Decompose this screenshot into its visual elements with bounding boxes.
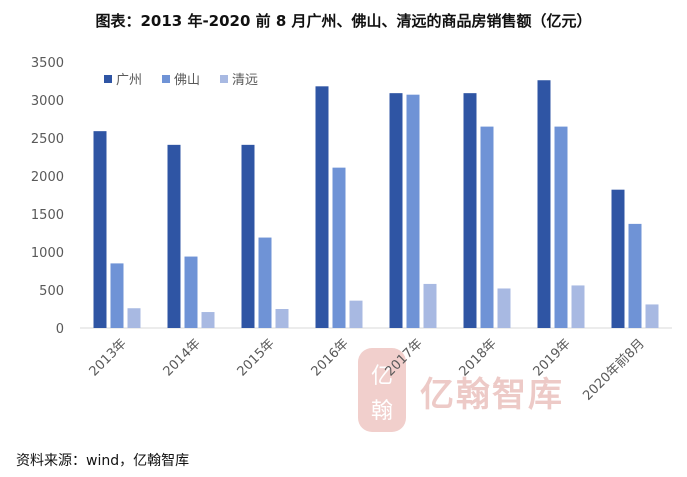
- watermark-text: 亿翰智库: [420, 375, 564, 415]
- y-tick-label: 0: [56, 322, 64, 337]
- y-axis: 0 500 1000 1500 2000 2500 3000 3500: [31, 56, 64, 337]
- y-tick-label: 2500: [31, 132, 64, 147]
- bar: [349, 300, 363, 328]
- legend-swatch: [104, 75, 112, 83]
- y-tick-label: 2000: [31, 170, 64, 185]
- watermark-seal: 亿 翰: [358, 348, 406, 432]
- legend-swatch: [162, 75, 170, 83]
- chart-title: 图表：2013 年-2020 前 8 月广州、佛山、清远的商品房销售额（亿元）: [95, 12, 592, 30]
- bar: [127, 308, 141, 328]
- bar: [406, 94, 420, 329]
- legend-swatch: [220, 75, 228, 83]
- bar: [167, 144, 181, 328]
- bar: [332, 167, 346, 328]
- legend: 广州 佛山 清远: [104, 73, 258, 88]
- bar: [258, 237, 272, 328]
- y-tick-label: 500: [39, 284, 64, 299]
- x-tick-label: 2014年: [161, 336, 204, 379]
- bar: [497, 288, 511, 328]
- bar: [315, 86, 329, 328]
- x-tick-label: 2020年前8月: [580, 336, 648, 404]
- bar: [554, 126, 568, 328]
- bar: [423, 283, 437, 328]
- bar: [571, 285, 585, 328]
- legend-label: 佛山: [174, 73, 200, 88]
- x-tick-label: 2016年: [309, 336, 352, 379]
- bar: [241, 144, 255, 328]
- bar: [628, 223, 642, 328]
- x-tick-label: 2015年: [235, 336, 278, 379]
- bar: [275, 309, 289, 328]
- x-tick-label: 2013年: [87, 336, 130, 379]
- bar: [611, 189, 625, 328]
- bar: [201, 312, 215, 328]
- y-tick-label: 3000: [31, 94, 64, 109]
- source-note: 资料来源：wind，亿翰智库: [16, 453, 190, 469]
- y-tick-label: 1000: [31, 246, 64, 261]
- bar: [480, 126, 494, 328]
- bar: [537, 80, 551, 329]
- watermark-seal-text-top: 亿: [371, 364, 393, 389]
- legend-label: 清远: [232, 73, 258, 88]
- x-tick-label: 2018年: [457, 336, 500, 379]
- x-tick-label: 2019年: [531, 336, 574, 379]
- bar: [463, 93, 477, 328]
- bar: [184, 256, 198, 328]
- legend-label: 广州: [116, 73, 142, 88]
- y-tick-label: 1500: [31, 208, 64, 223]
- bar: [645, 304, 659, 328]
- bar: [93, 131, 107, 328]
- watermark-seal-text-bottom: 翰: [371, 399, 393, 424]
- bar: [110, 263, 124, 328]
- y-tick-label: 3500: [31, 56, 64, 71]
- bar: [389, 93, 403, 328]
- bars: [93, 80, 659, 329]
- watermark: 亿 翰 亿翰智库: [358, 348, 564, 432]
